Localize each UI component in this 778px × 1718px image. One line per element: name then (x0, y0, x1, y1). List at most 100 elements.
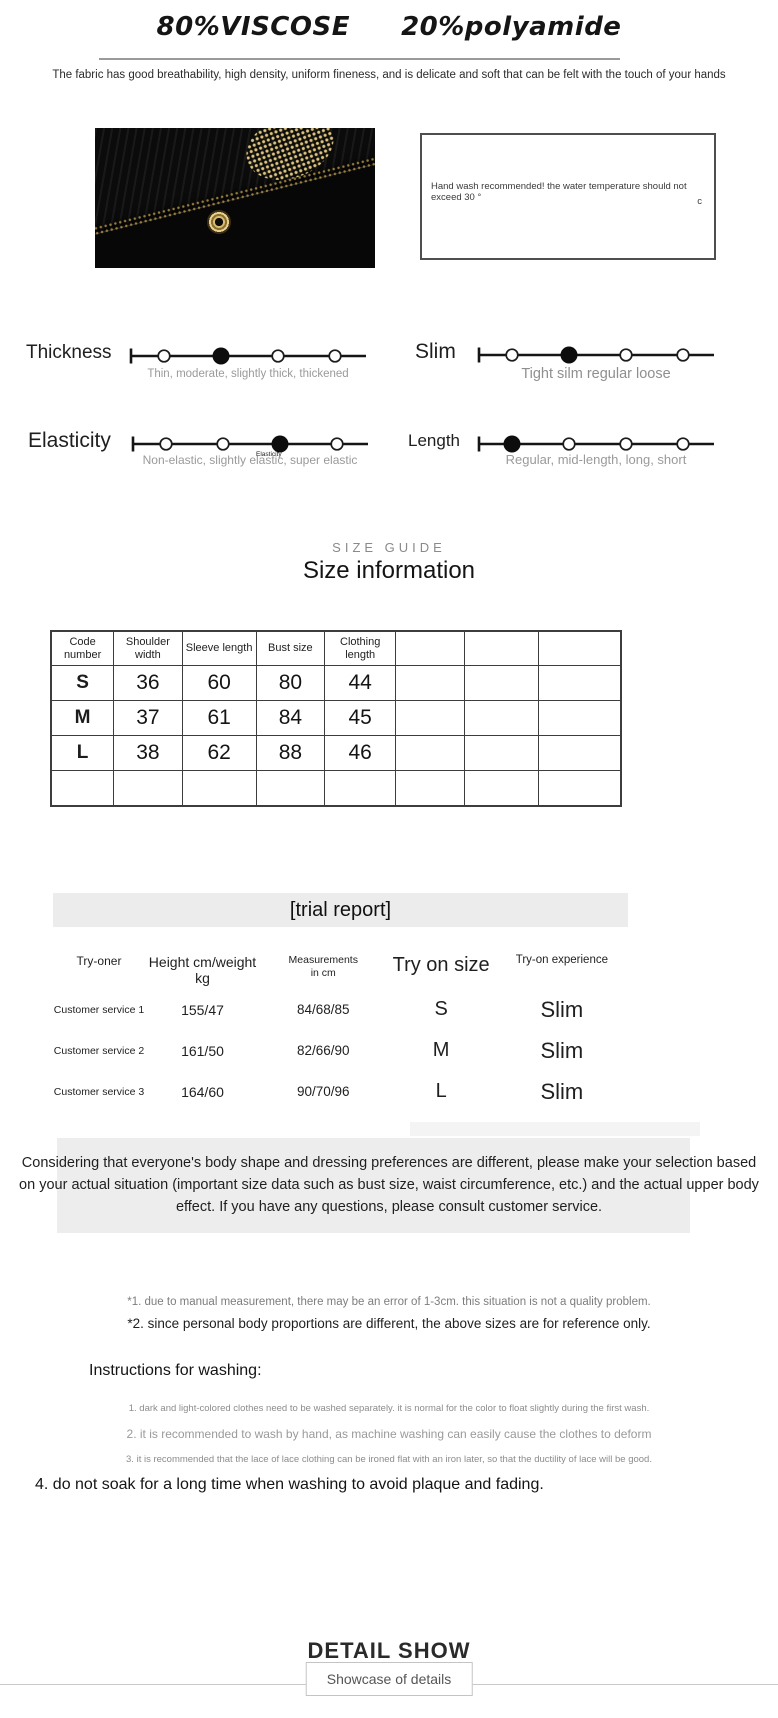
size-cell: S (50, 665, 115, 701)
size-cell: 62 (181, 735, 257, 771)
trial-cell: Customer service 1 (53, 1003, 145, 1016)
size-cell (395, 700, 465, 736)
care-instruction-text-cont: c (697, 196, 702, 207)
slider-track-graphic (129, 347, 366, 365)
slider-label-elasticity: Elasticity (28, 429, 111, 452)
size-table: Code number Shoulder width Sleeve length Bu… (50, 630, 622, 807)
size-cell (395, 735, 465, 771)
slider-track-graphic (131, 435, 368, 453)
size-cell (395, 770, 465, 807)
fabric-description: The fabric has good breathability, high … (52, 69, 726, 81)
washing-item-3: 3. it is recommended that the lace of la… (126, 1454, 652, 1465)
size-col-header: Bust size (255, 630, 326, 666)
trial-cell: 90/70/96 (296, 1084, 350, 1099)
size-cell (395, 665, 465, 701)
light-strip (410, 1122, 700, 1136)
washing-list: 1. dark and light-colored clothes need t… (0, 1403, 778, 1478)
size-cell (537, 700, 622, 736)
length-slider (476, 433, 716, 455)
trial-col-header: Try-oner (76, 954, 122, 968)
size-cell (50, 770, 115, 807)
size-cell: 44 (324, 665, 397, 701)
slider-track-graphic (477, 346, 714, 364)
size-cell: 61 (181, 700, 257, 736)
size-cell: 88 (255, 735, 326, 771)
disclaimer-2: *2. since personal body proportions are … (127, 1316, 651, 1331)
size-cell: 80 (255, 665, 326, 701)
trial-cell: L (435, 1080, 447, 1102)
washing-item-4: 4. do not soak for a long time when wash… (35, 1476, 544, 1493)
size-cell: 45 (324, 700, 397, 736)
size-cell (181, 770, 257, 807)
size-col-header (463, 630, 539, 666)
size-table-body: Code number Shoulder width Sleeve length Bu… (50, 630, 622, 807)
trial-cell: Slim (540, 1078, 584, 1104)
size-table-row (50, 770, 622, 807)
size-guide-eyebrow: SIZE GUIDE (332, 540, 446, 555)
trial-cell: Slim (540, 1037, 584, 1063)
slider-label-thickness: Thickness (26, 342, 112, 363)
slim-slider (476, 344, 716, 366)
size-cell: 38 (113, 735, 183, 771)
trial-cell: 164/60 (181, 1083, 224, 1100)
slider-label-slim: Slim (415, 340, 456, 363)
header-divider (99, 58, 620, 60)
slider-label-length: Length (408, 431, 460, 450)
size-cell (255, 770, 326, 807)
sizing-note: Considering that everyone's body shape a… (19, 1155, 759, 1215)
size-table-row: L 38 62 88 46 (50, 735, 622, 771)
size-cell (537, 770, 622, 807)
elasticity-slider (130, 433, 370, 455)
size-col-header: Clothing length (324, 630, 397, 666)
trial-cell: S (434, 998, 448, 1020)
size-cell (324, 770, 397, 807)
trial-col-header: Measurements in cm (288, 954, 358, 979)
trial-cell: Customer service 2 (53, 1044, 145, 1057)
trial-cell: 84/68/85 (296, 1002, 350, 1017)
trial-cell: 155/47 (181, 1001, 224, 1018)
note-background (57, 1138, 690, 1233)
length-caption: Regular, mid-length, long, short (505, 452, 687, 467)
fabric-composition-title: 80%VISCOSE 20%polyamide (156, 12, 622, 42)
thickness-caption: Thin, moderate, slightly thick, thickene… (147, 368, 349, 380)
washing-item-2: 2. it is recommended to wash by hand, as… (126, 1427, 652, 1441)
fabric-photo (95, 128, 375, 268)
washing-instructions-title: Instructions for washing: (89, 1362, 262, 1379)
disclaimer-1: *1. due to manual measurement, there may… (127, 1296, 651, 1308)
slim-caption: Tight silm regular loose (521, 366, 671, 382)
size-table-row: M 37 61 84 45 (50, 700, 622, 736)
trial-cell: Customer service 3 (53, 1085, 145, 1098)
trial-report-title: [trial report] (289, 898, 392, 921)
trial-cell: M (432, 1039, 450, 1061)
size-table-row: S 36 60 80 44 (50, 665, 622, 701)
trial-table: Try-oner Height cm/weight kg Measurements … (53, 948, 628, 1112)
size-cell (537, 665, 622, 701)
size-cell: 36 (113, 665, 183, 701)
thickness-slider (128, 345, 368, 367)
trial-cell: Slim (540, 996, 584, 1022)
trial-cell: 82/66/90 (296, 1043, 350, 1058)
size-cell: 60 (181, 665, 257, 701)
trial-col-header: Try on size (392, 954, 490, 976)
trial-col-header: Height cm/weight kg (148, 954, 257, 986)
size-cell (463, 735, 539, 771)
size-cell: 46 (324, 735, 397, 771)
slider-track-graphic (477, 435, 714, 453)
size-cell: 37 (113, 700, 183, 736)
care-instruction-box: Hand wash recommended! the water tempera… (420, 133, 716, 260)
size-col-header (395, 630, 465, 666)
washing-item-1: 1. dark and light-colored clothes need t… (128, 1403, 650, 1414)
trial-col-header: Try-on experience (515, 954, 608, 966)
trial-cell: 161/50 (181, 1042, 224, 1059)
care-instruction-text: Hand wash recommended! the water tempera… (431, 181, 687, 203)
detail-show-title: DETAIL SHOW (307, 1638, 471, 1663)
size-cell (463, 770, 539, 807)
size-table-header-row: Code number Shoulder width Sleeve length Bu… (50, 630, 622, 666)
trial-report-header-bar: [trial report] (53, 893, 628, 927)
elasticity-caption: Non-elastic, slightly elastic, super ela… (142, 453, 358, 467)
size-cell: M (50, 700, 115, 736)
size-cell (463, 700, 539, 736)
size-information-title: Size information (302, 557, 476, 584)
gold-button (207, 210, 231, 234)
